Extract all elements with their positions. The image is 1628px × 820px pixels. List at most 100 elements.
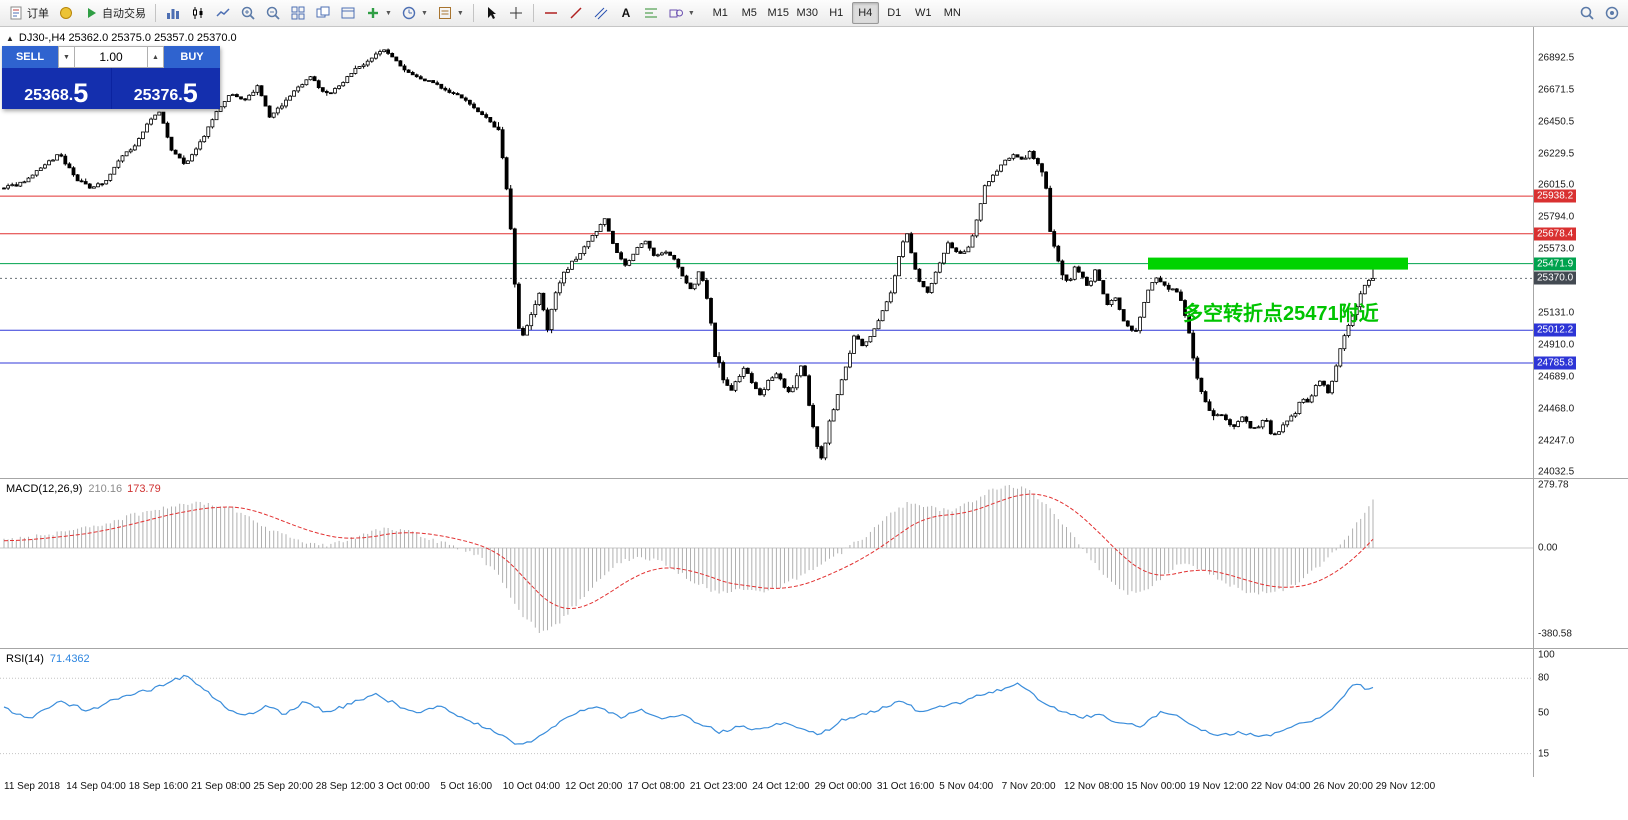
time-axis-label: 28 Sep 12:00 xyxy=(315,781,376,792)
time-axis[interactable]: 11 Sep 2018 14 Sep 04:00 18 Sep 16:00 21 Se… xyxy=(0,777,1628,797)
volume-down-stepper[interactable]: ▼ xyxy=(58,46,75,68)
macd-chart[interactable] xyxy=(0,478,1533,648)
toolbar: 订单 自动交易 xyxy=(0,0,1628,27)
templates-button[interactable]: ▼ xyxy=(433,2,468,24)
crosshair-button[interactable] xyxy=(504,2,528,24)
macd-value-main: 210.16 xyxy=(88,483,123,495)
symbol-header: ▲ DJ30-,H4 25362.0 25375.0 25357.0 25370… xyxy=(6,32,237,44)
timeframe-mn[interactable]: MN xyxy=(943,7,961,19)
volume-up-stepper[interactable]: ▲ xyxy=(147,46,164,68)
bar-chart-button[interactable] xyxy=(161,2,185,24)
periods-button[interactable]: ▼ xyxy=(397,2,432,24)
tile-windows-button[interactable] xyxy=(286,2,310,24)
line-chart-icon xyxy=(216,8,230,17)
buy-price[interactable]: 25376. 5 xyxy=(110,68,221,109)
sell-button[interactable]: SELL xyxy=(2,46,58,68)
channel-icon xyxy=(594,7,608,20)
macd-value-signal: 173.79 xyxy=(127,483,161,495)
time-axis-label: 5 Oct 16:00 xyxy=(440,781,493,792)
toolbar-separator xyxy=(532,4,534,22)
rsi-axis-label: 80 xyxy=(1538,672,1550,684)
time-axis-label: 26 Nov 20:00 xyxy=(1313,781,1373,792)
time-axis-label: 7 Nov 20:00 xyxy=(1001,781,1056,792)
rsi-axis-label: 100 xyxy=(1538,649,1555,661)
shapes-button[interactable]: ▼ xyxy=(664,2,699,24)
price-chart[interactable] xyxy=(0,27,1533,478)
sell-price-frac: 5 xyxy=(73,78,89,109)
price-axis-label: 24247.0 xyxy=(1538,435,1575,447)
timeframe-h4[interactable]: H4 xyxy=(851,2,879,24)
text-tool-button[interactable]: A xyxy=(614,2,638,24)
cascade-windows-button[interactable] xyxy=(311,2,335,24)
line-chart-button[interactable] xyxy=(211,2,235,24)
time-axis-label: 17 Oct 08:00 xyxy=(627,781,685,792)
fibonacci-icon xyxy=(644,8,657,18)
time-axis-label: 10 Oct 04:00 xyxy=(502,781,561,792)
new-order-label: 订单 xyxy=(27,8,49,20)
price-axis-label: 24689.0 xyxy=(1538,371,1575,383)
fibonacci-button[interactable] xyxy=(639,2,663,24)
buy-price-dot: . xyxy=(178,87,183,105)
autotrading-button[interactable]: 自动交易 xyxy=(79,2,150,24)
add-indicator-button[interactable]: ▼ xyxy=(361,2,396,24)
search-button[interactable] xyxy=(1575,2,1599,24)
horizontal-line-button[interactable] xyxy=(539,2,563,24)
time-axis-label: 18 Sep 16:00 xyxy=(128,781,189,792)
timeframe-m5[interactable]: M5 xyxy=(741,7,757,19)
new-order-button[interactable]: 订单 xyxy=(4,2,53,24)
cursor-button[interactable] xyxy=(479,2,503,24)
chevron-down-icon: ▼ xyxy=(456,9,464,17)
timeframe-h1[interactable]: H1 xyxy=(829,7,844,19)
cursor-icon xyxy=(487,7,496,19)
price-axis-label: 26450.5 xyxy=(1538,116,1575,128)
time-axis-label: 29 Nov 12:00 xyxy=(1375,781,1436,792)
time-axis-label: 22 Nov 04:00 xyxy=(1251,781,1311,792)
price-level-badge: 25678.4 xyxy=(1534,227,1577,241)
buy-price-frac: 5 xyxy=(182,78,198,109)
rsi-axis-label: 15 xyxy=(1538,748,1550,760)
time-axis-label: 5 Nov 04:00 xyxy=(939,781,994,792)
volume-field[interactable]: 1.00 xyxy=(75,46,147,68)
time-axis-label: 21 Oct 23:00 xyxy=(689,781,748,792)
sell-price[interactable]: 25368. 5 xyxy=(2,68,111,109)
candlestick-chart-button[interactable] xyxy=(186,2,210,24)
price-level-badge: 24785.8 xyxy=(1534,356,1577,370)
svg-text:A: A xyxy=(621,6,630,20)
window-button[interactable] xyxy=(336,2,360,24)
timeframe-m30[interactable]: M30 xyxy=(796,7,818,19)
price-axis-label: 26892.5 xyxy=(1538,52,1575,64)
zoom-out-button[interactable] xyxy=(261,2,285,24)
panel-separator[interactable] xyxy=(0,478,1628,479)
add-indicator-icon xyxy=(368,8,378,18)
text-tool-icon: A xyxy=(621,6,630,20)
timeframe-d1[interactable]: D1 xyxy=(887,7,902,19)
buy-button[interactable]: BUY xyxy=(164,46,220,68)
price-axis-divider xyxy=(1533,27,1534,797)
price-axis-label: 25131.0 xyxy=(1538,307,1575,319)
community-button[interactable] xyxy=(1600,2,1624,24)
gold-button[interactable] xyxy=(54,2,78,24)
toolbar-separator xyxy=(472,4,474,22)
price-axis[interactable]: 26892.5 26671.5 26450.5 26229.5 26015.0 25794… xyxy=(1534,27,1628,797)
time-axis-label: 15 Nov 00:00 xyxy=(1126,781,1186,792)
panel-separator[interactable] xyxy=(0,648,1628,649)
template-icon xyxy=(438,7,451,19)
rsi-label: RSI(14) 71.4362 xyxy=(6,653,90,665)
rsi-value: 71.4362 xyxy=(49,653,90,665)
time-axis-label: 19 Nov 12:00 xyxy=(1188,781,1249,792)
chevron-down-icon: ▼ xyxy=(420,9,428,17)
rsi-chart[interactable] xyxy=(0,648,1533,777)
price-chart-panel[interactable]: ▲ DJ30-,H4 25362.0 25375.0 25357.0 25370… xyxy=(0,27,1533,478)
time-axis-label: 21 Sep 08:00 xyxy=(191,781,251,792)
price-axis-label: 24910.0 xyxy=(1538,339,1575,351)
trendline-button[interactable] xyxy=(564,2,588,24)
time-axis-label: 24 Oct 12:00 xyxy=(752,781,810,792)
timeframe-m15[interactable]: M15 xyxy=(767,7,789,19)
rsi-axis-label: 50 xyxy=(1538,707,1550,719)
channel-button[interactable] xyxy=(589,2,613,24)
timeframe-w1[interactable]: W1 xyxy=(915,7,932,19)
oneclick-toggle-icon[interactable]: ▲ xyxy=(6,33,14,43)
timeframe-m1[interactable]: M1 xyxy=(712,7,728,19)
zoom-in-button[interactable] xyxy=(236,2,260,24)
